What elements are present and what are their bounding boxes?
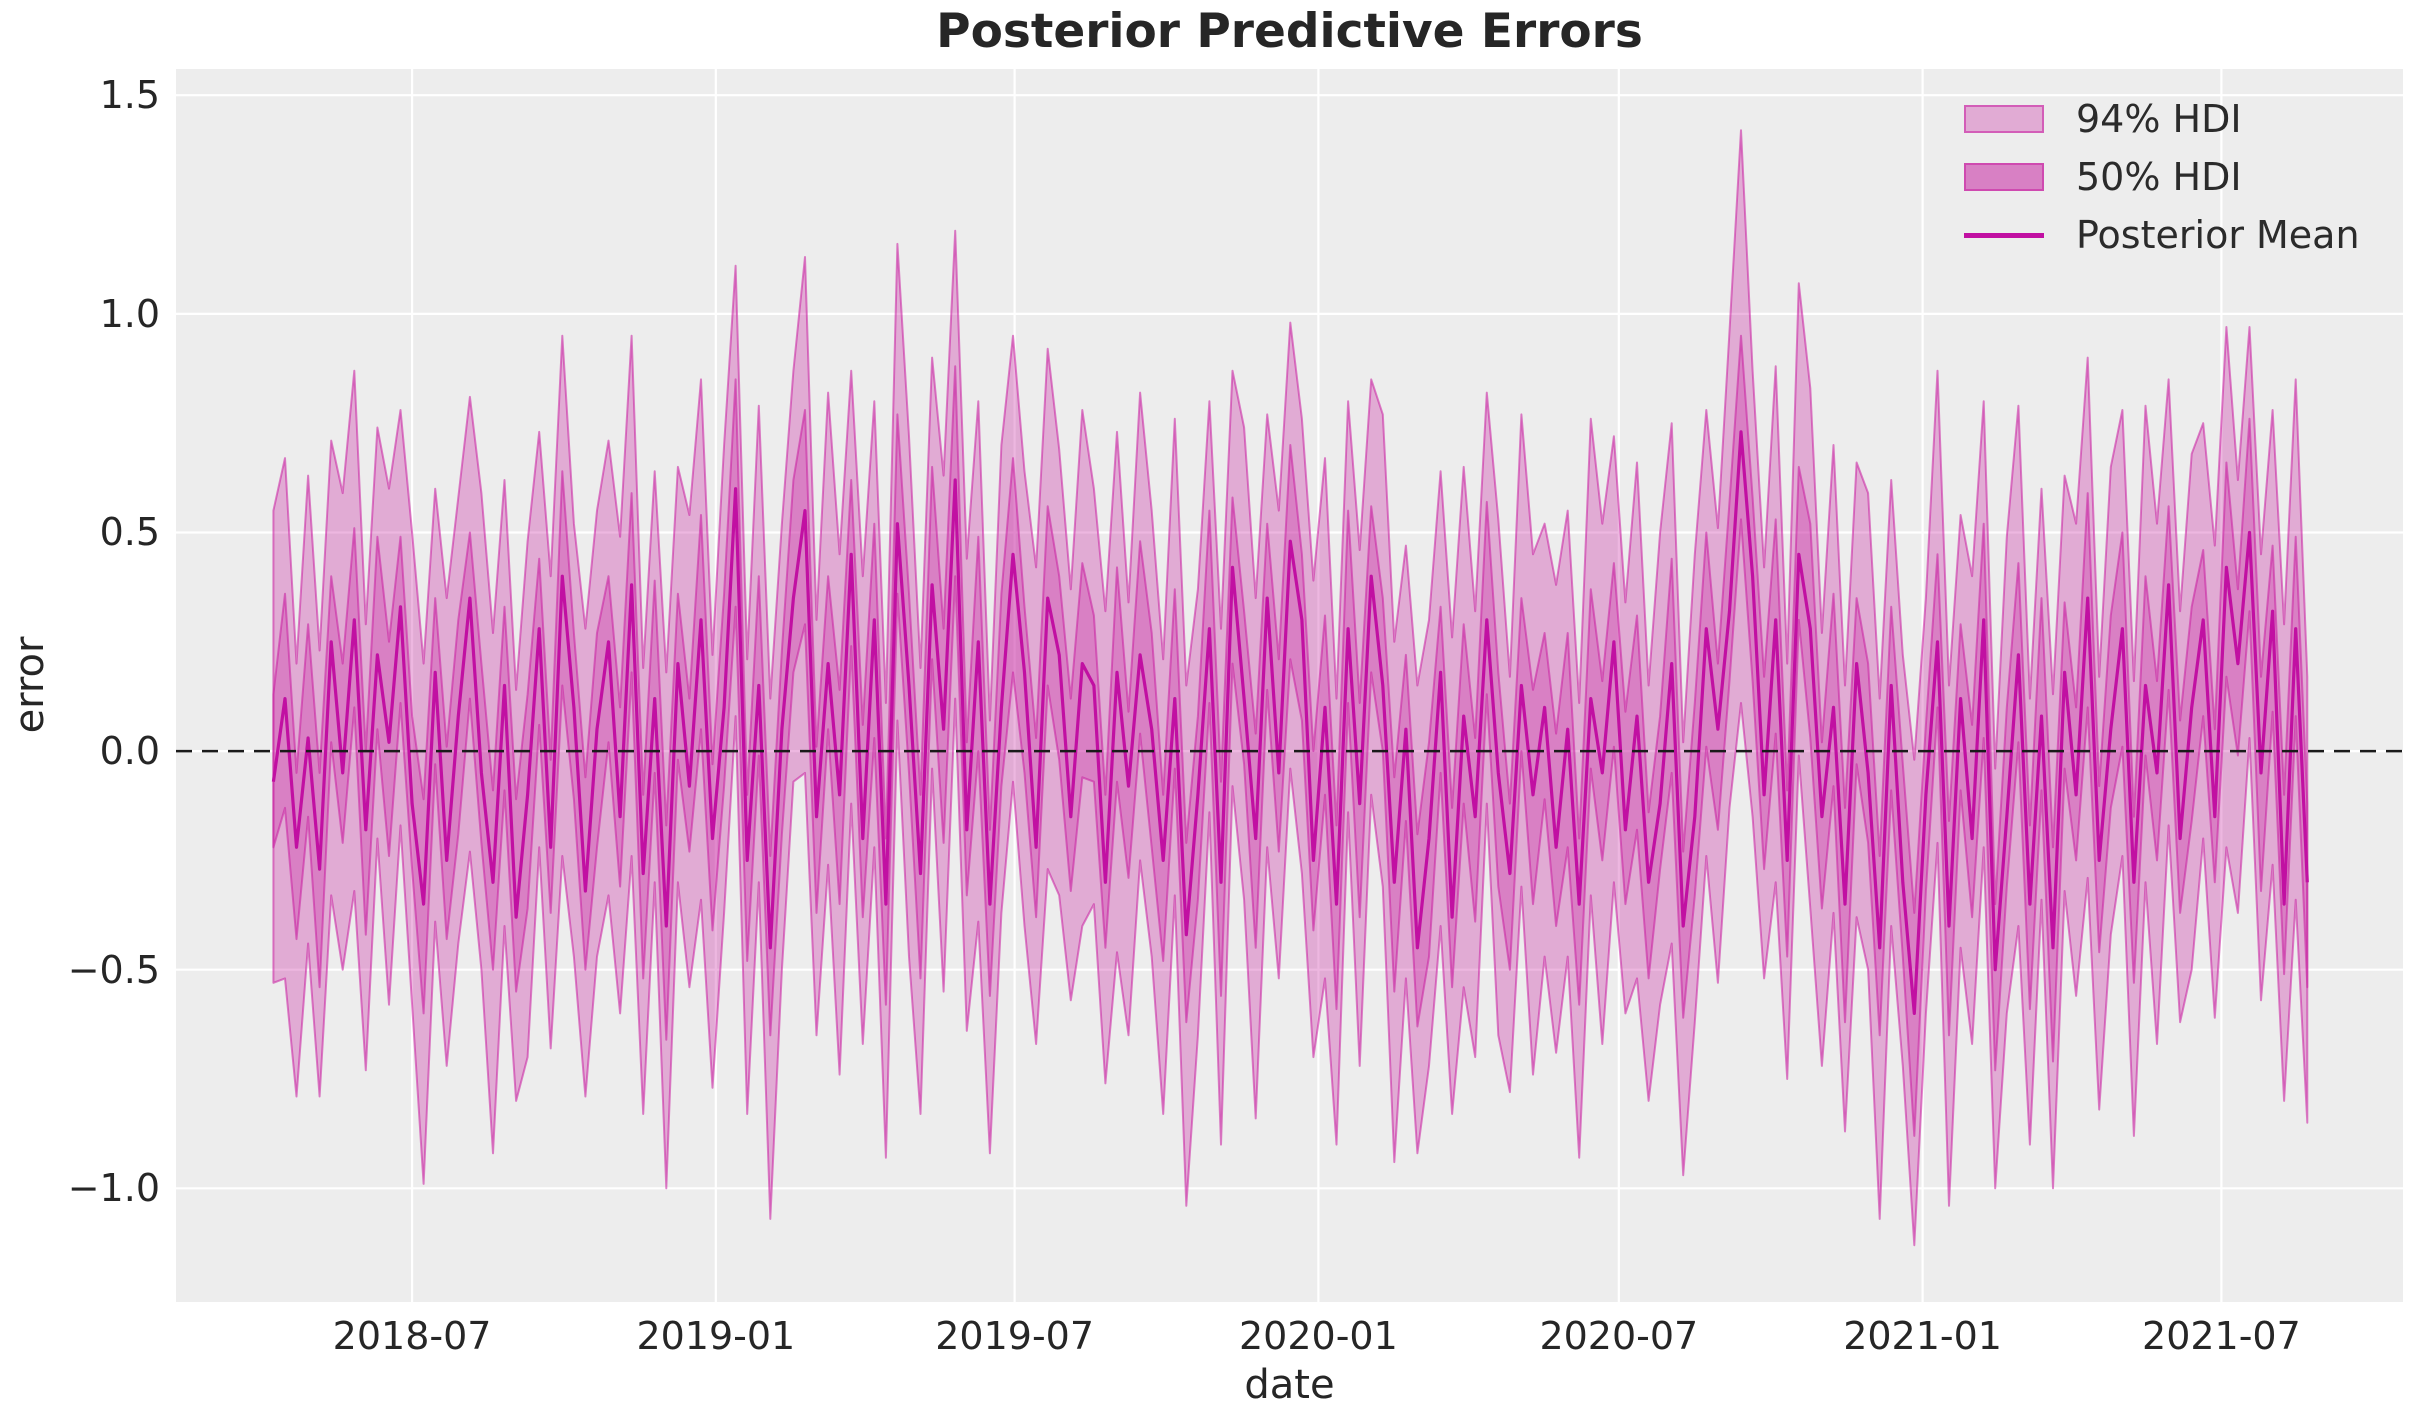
legend-item-posterior-mean: Posterior Mean — [1964, 206, 2360, 264]
y-tick-label: −0.5 — [67, 947, 160, 992]
x-tick-label: 2019-01 — [636, 1314, 796, 1358]
hdi94-band — [272, 129, 2309, 1247]
y-tick-label: 0.5 — [99, 510, 160, 555]
legend-item-50-hdi: 50% HDI — [1964, 148, 2360, 206]
posterior-mean-line-swatch — [1964, 232, 2044, 238]
legend-label: 94% HDI — [2076, 97, 2242, 141]
legend: 94% HDI 50% HDI Posterior Mean — [1964, 90, 2360, 264]
legend-label: 50% HDI — [2076, 155, 2242, 199]
y-tick-label: 0.0 — [99, 729, 160, 774]
legend-label: Posterior Mean — [2076, 213, 2360, 257]
y-tick-label: −1.0 — [67, 1166, 160, 1211]
y-tick-label: 1.5 — [99, 73, 160, 118]
chart-title: Posterior Predictive Errors — [936, 4, 1643, 59]
x-tick-label: 2021-01 — [1843, 1314, 2002, 1358]
x-tick-label: 2020-01 — [1238, 1314, 1398, 1358]
legend-item-94-hdi: 94% HDI — [1964, 90, 2360, 148]
y-tick-label: 1.0 — [99, 291, 160, 336]
x-tick-label: 2021-07 — [2142, 1314, 2301, 1358]
hdi50-swatch — [1964, 163, 2044, 191]
x-tick-label: 2019-07 — [935, 1314, 1095, 1358]
x-tick-label: 2020-07 — [1539, 1314, 1699, 1358]
hdi94-swatch — [1964, 105, 2044, 133]
posterior-mean-line — [271, 430, 2309, 1016]
x-tick-label: 2018-07 — [332, 1314, 492, 1358]
x-axis-label: date — [1244, 1362, 1335, 1408]
hdi50-band — [272, 334, 2309, 1137]
